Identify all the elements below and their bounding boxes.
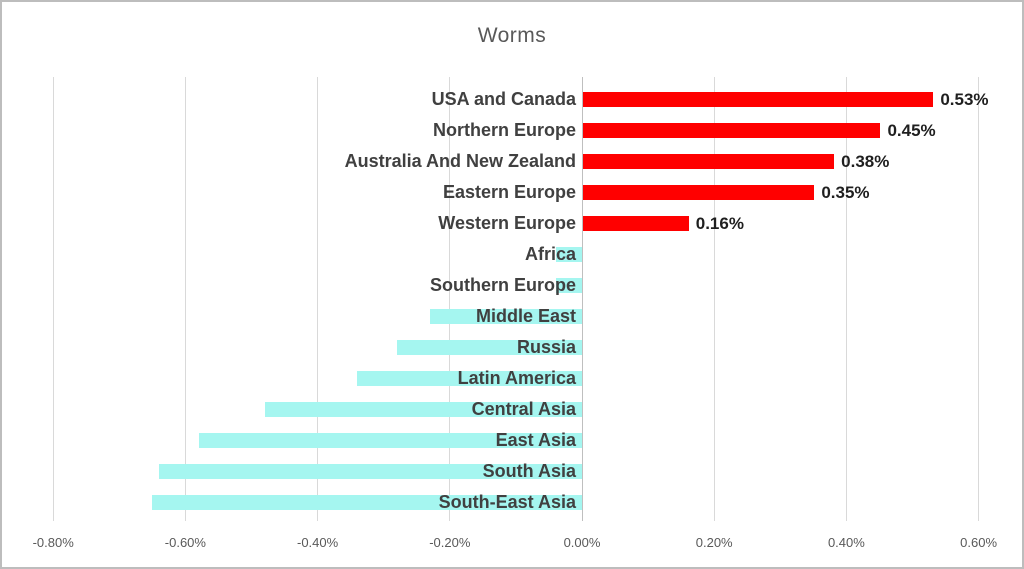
- x-tick-label: 0.40%: [827, 535, 865, 550]
- bar: [264, 401, 582, 417]
- zero-axis-line: [581, 77, 583, 521]
- bar: [429, 308, 582, 324]
- x-tick-label: 0.60%: [960, 535, 998, 550]
- value-label: 0.38%: [841, 152, 890, 171]
- x-tick-label: -0.60%: [164, 535, 206, 550]
- gridline: [184, 77, 186, 521]
- value-label: 0.35%: [821, 183, 870, 202]
- gridline: [713, 77, 715, 521]
- gridline: [978, 77, 980, 521]
- bar: [583, 184, 815, 200]
- category-label: East Asia: [495, 430, 576, 450]
- gridline: [449, 77, 451, 521]
- chart-title: Worms: [477, 24, 547, 47]
- category-label: South Asia: [482, 461, 576, 481]
- category-label: Eastern Europe: [442, 182, 576, 202]
- x-tick-label: 0.00%: [563, 535, 601, 550]
- gridline: [317, 77, 319, 521]
- x-tick-label: -0.20%: [429, 535, 471, 550]
- gridline: [845, 77, 847, 521]
- category-label: Africa: [524, 244, 576, 264]
- category-label: Western Europe: [438, 213, 576, 233]
- x-tick-label: 0.20%: [695, 535, 733, 550]
- category-label: Middle East: [475, 306, 576, 326]
- bar: [357, 370, 582, 386]
- bar: [583, 215, 689, 231]
- x-tick-label: -0.40%: [296, 535, 339, 550]
- category-label: Northern Europe: [432, 120, 576, 140]
- bar: [158, 463, 582, 479]
- bar: [152, 494, 582, 510]
- value-label: 0.45%: [887, 121, 936, 140]
- value-label: 0.53%: [940, 90, 989, 109]
- category-label: Central Asia: [471, 399, 576, 419]
- value-label: 0.16%: [695, 214, 744, 233]
- category-label: Southern Europe: [429, 275, 576, 295]
- bar: [396, 339, 582, 355]
- bar: [583, 153, 835, 169]
- category-label: USA and Canada: [431, 89, 576, 109]
- bar: [555, 246, 582, 262]
- category-label: Russia: [516, 337, 576, 357]
- bar: [583, 122, 881, 138]
- category-label: South-East Asia: [438, 492, 576, 512]
- bar: [555, 277, 582, 293]
- category-label: Latin America: [457, 368, 576, 388]
- bar: [198, 432, 582, 448]
- category-label: Australia And New Zealand: [344, 151, 576, 171]
- bar: [583, 91, 934, 107]
- gridline: [52, 77, 54, 521]
- x-tick-label: -0.80%: [32, 535, 74, 550]
